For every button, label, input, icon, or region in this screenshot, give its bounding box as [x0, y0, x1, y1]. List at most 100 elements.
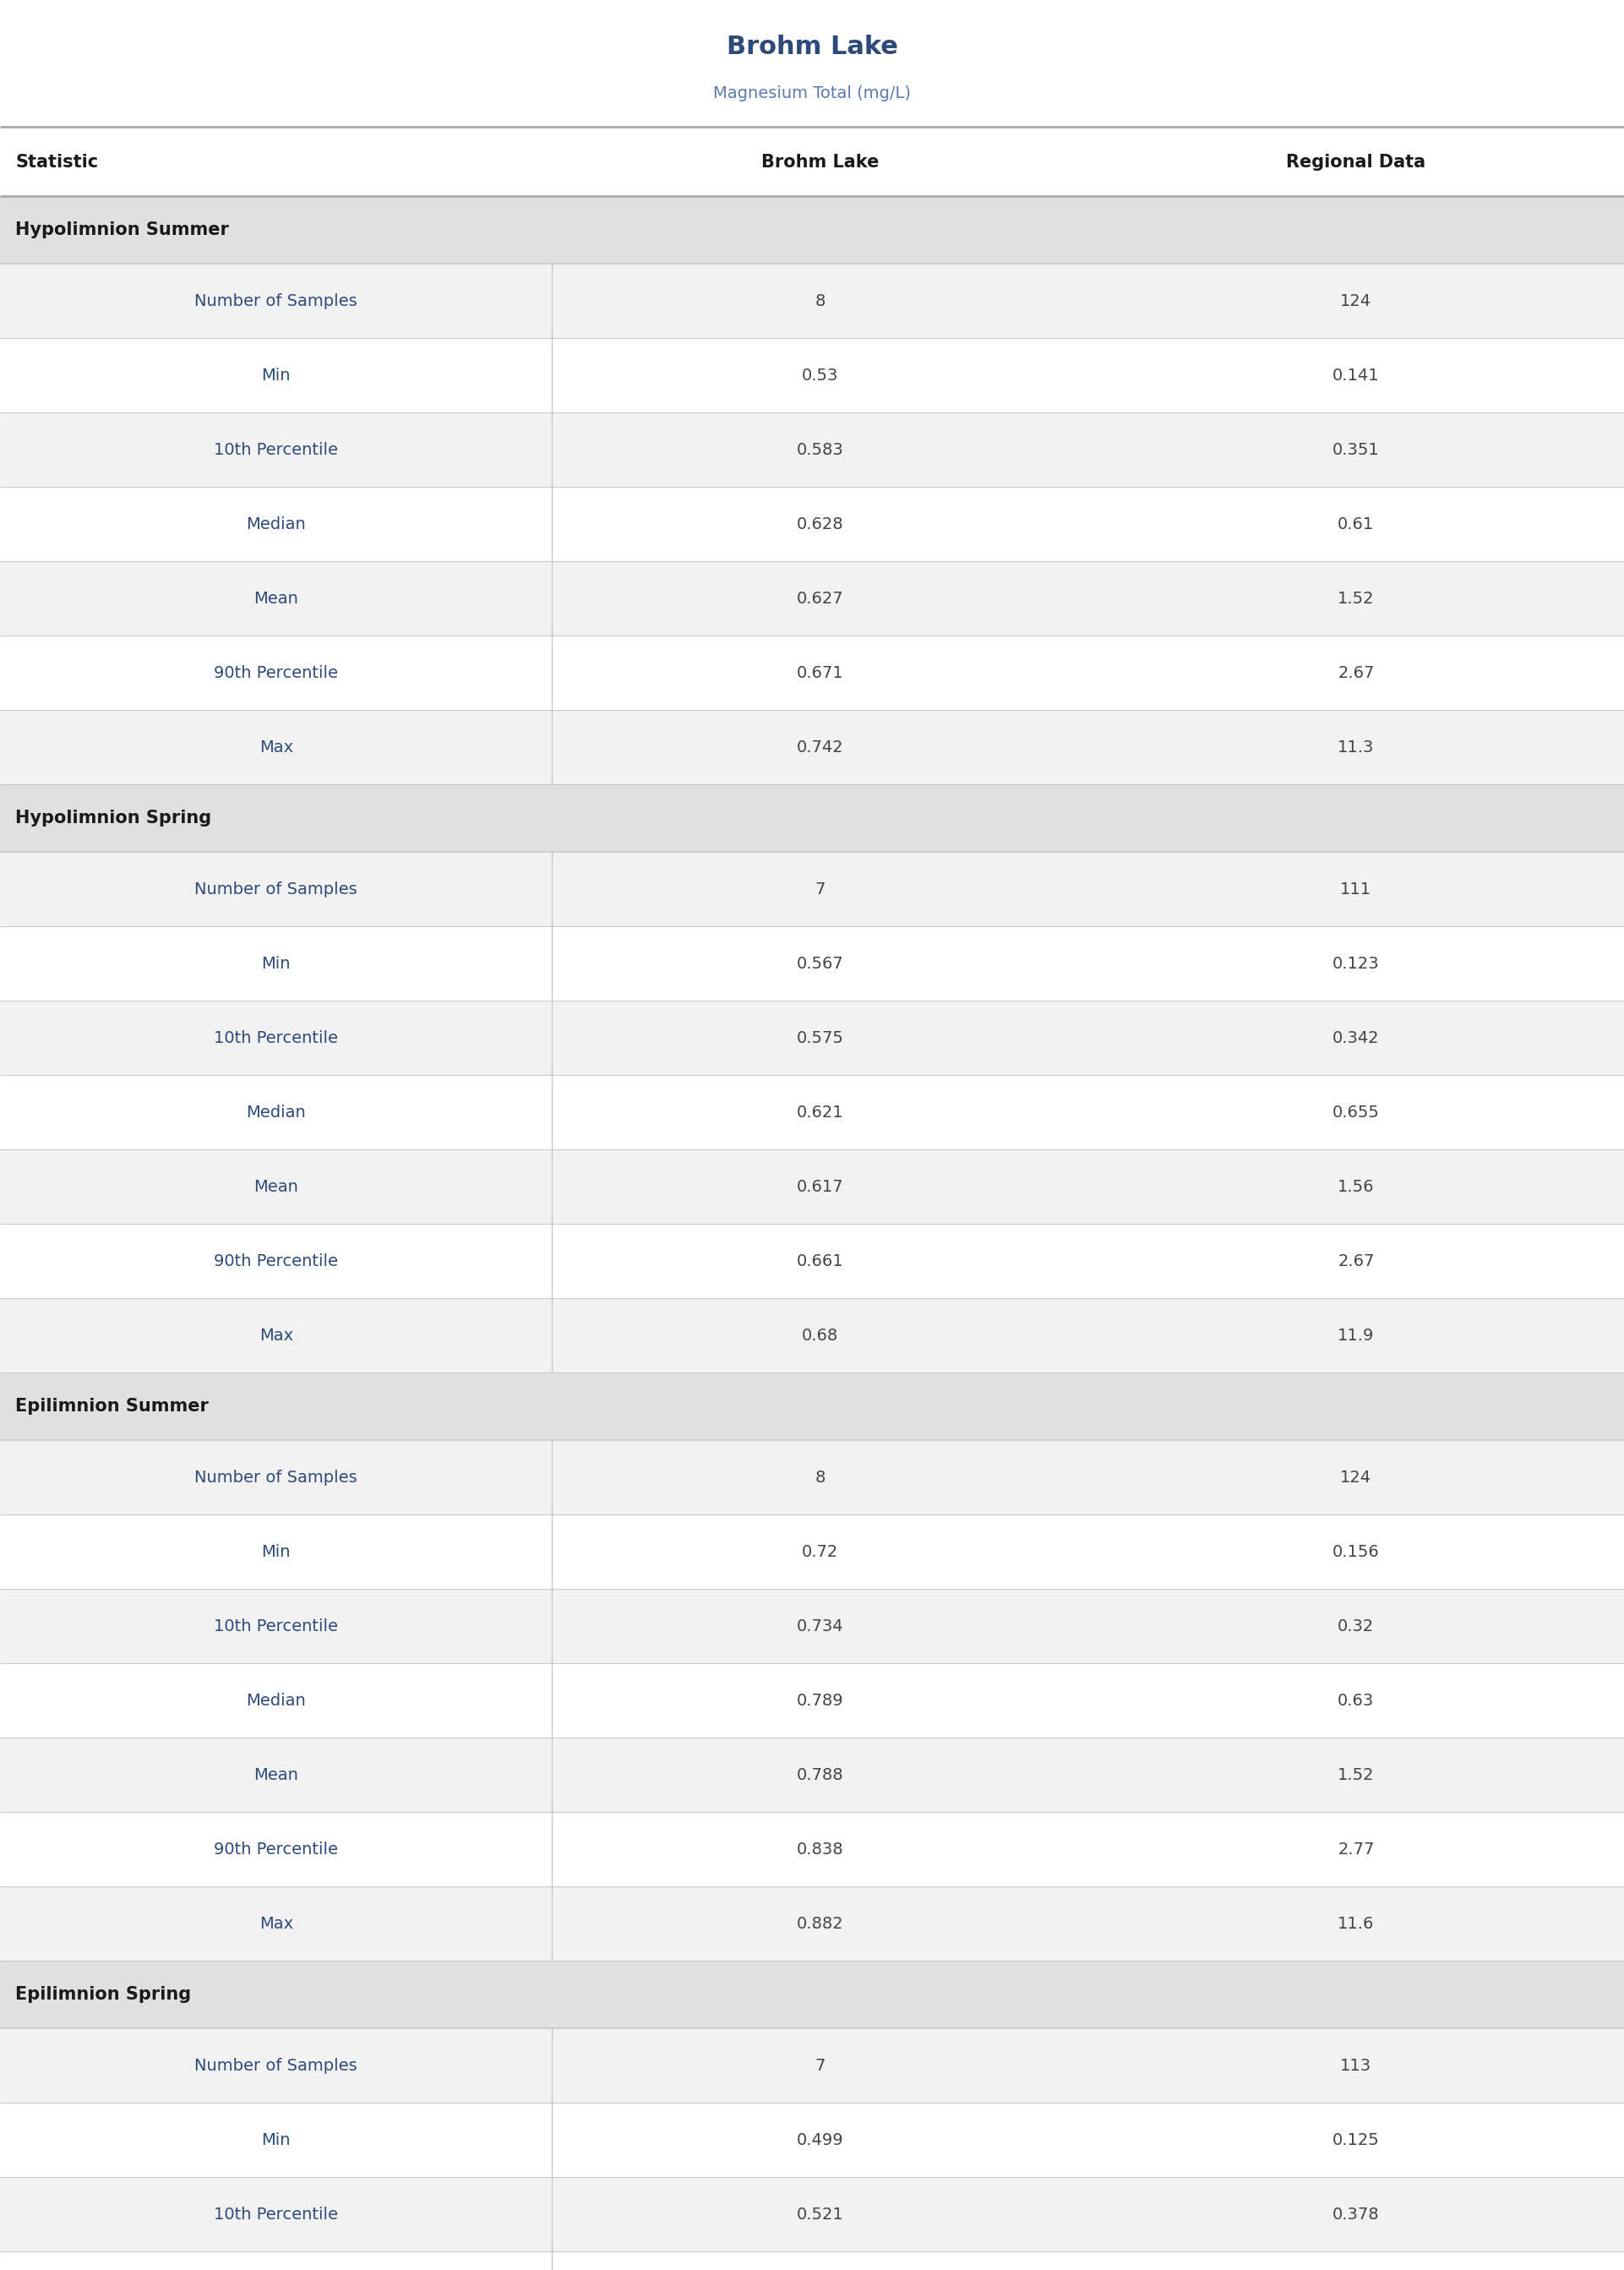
Text: 10th Percentile: 10th Percentile — [214, 443, 338, 459]
Text: Median: Median — [247, 1693, 305, 1709]
Text: 0.567: 0.567 — [796, 956, 844, 972]
Text: 1.52: 1.52 — [1338, 590, 1374, 606]
Bar — [0, 129, 1624, 195]
Bar — [0, 1514, 1624, 1589]
Text: 0.72: 0.72 — [802, 1544, 838, 1559]
Bar — [0, 263, 1624, 338]
Text: Max: Max — [260, 740, 292, 756]
Bar — [0, 195, 1624, 263]
Bar — [0, 1664, 1624, 1737]
Text: 124: 124 — [1340, 293, 1372, 309]
Text: 0.583: 0.583 — [796, 443, 844, 459]
Text: 7: 7 — [815, 2057, 825, 2073]
Text: 0.621: 0.621 — [797, 1103, 843, 1119]
Bar — [0, 2177, 1624, 2252]
Text: 0.671: 0.671 — [797, 665, 843, 681]
Text: 2.77: 2.77 — [1338, 1841, 1374, 1857]
Bar — [0, 2102, 1624, 2177]
Text: 0.627: 0.627 — [797, 590, 843, 606]
Bar — [0, 338, 1624, 413]
Text: Number of Samples: Number of Samples — [195, 1469, 357, 1485]
Text: 10th Percentile: 10th Percentile — [214, 1031, 338, 1046]
Text: 8: 8 — [815, 1469, 825, 1485]
Text: 11.9: 11.9 — [1338, 1328, 1374, 1344]
Bar — [0, 711, 1624, 783]
Text: Min: Min — [261, 1544, 291, 1559]
Bar — [0, 1373, 1624, 1439]
Text: Max: Max — [260, 1916, 292, 1932]
Text: Statistic: Statistic — [15, 154, 97, 170]
Text: Number of Samples: Number of Samples — [195, 881, 357, 897]
Text: 0.655: 0.655 — [1332, 1103, 1380, 1119]
Bar — [0, 561, 1624, 636]
Text: 0.742: 0.742 — [797, 740, 843, 756]
Text: Median: Median — [247, 1103, 305, 1119]
Text: 2.67: 2.67 — [1338, 665, 1374, 681]
Bar — [0, 1224, 1624, 1298]
Bar — [0, 1961, 1624, 2029]
Text: Number of Samples: Number of Samples — [195, 293, 357, 309]
Text: 11.6: 11.6 — [1338, 1916, 1374, 1932]
Bar — [0, 783, 1624, 851]
Text: 0.788: 0.788 — [797, 1766, 843, 1782]
Text: 0.61: 0.61 — [1338, 515, 1374, 531]
Bar — [0, 1886, 1624, 1961]
Bar — [0, 413, 1624, 486]
Text: 0.68: 0.68 — [802, 1328, 838, 1344]
Text: Min: Min — [261, 2132, 291, 2147]
Text: Mean: Mean — [253, 1766, 299, 1782]
Text: 0.838: 0.838 — [797, 1841, 843, 1857]
Text: 0.351: 0.351 — [1332, 443, 1380, 459]
Text: 7: 7 — [815, 881, 825, 897]
Text: Min: Min — [261, 368, 291, 384]
Text: 0.521: 0.521 — [796, 2206, 844, 2222]
Text: 0.123: 0.123 — [1333, 956, 1379, 972]
Text: 0.628: 0.628 — [797, 515, 843, 531]
Text: 0.882: 0.882 — [797, 1916, 843, 1932]
Text: Hypolimnion Spring: Hypolimnion Spring — [15, 810, 211, 826]
Text: 0.53: 0.53 — [802, 368, 838, 384]
Text: 111: 111 — [1340, 881, 1372, 897]
Bar — [0, 1149, 1624, 1224]
Text: 90th Percentile: 90th Percentile — [214, 1841, 338, 1857]
Text: Number of Samples: Number of Samples — [195, 2057, 357, 2073]
Text: 0.125: 0.125 — [1332, 2132, 1380, 2147]
Text: 0.156: 0.156 — [1332, 1544, 1380, 1559]
Text: 2.67: 2.67 — [1338, 1253, 1374, 1269]
Bar — [0, 1737, 1624, 1811]
Text: Epilimnion Spring: Epilimnion Spring — [15, 1986, 192, 2002]
Text: 0.734: 0.734 — [797, 1619, 843, 1634]
Text: Magnesium Total (mg/L): Magnesium Total (mg/L) — [713, 84, 911, 100]
Bar — [0, 851, 1624, 926]
Text: 10th Percentile: 10th Percentile — [214, 1619, 338, 1634]
Text: Brohm Lake: Brohm Lake — [726, 34, 898, 59]
Bar — [0, 1589, 1624, 1664]
Bar — [0, 1439, 1624, 1514]
Text: 124: 124 — [1340, 1469, 1372, 1485]
Text: Epilimnion Summer: Epilimnion Summer — [15, 1398, 208, 1414]
Bar — [0, 1076, 1624, 1149]
Bar — [0, 1811, 1624, 1886]
Text: 0.63: 0.63 — [1338, 1693, 1374, 1709]
Text: 1.52: 1.52 — [1338, 1766, 1374, 1782]
Text: 0.378: 0.378 — [1333, 2206, 1379, 2222]
Text: Min: Min — [261, 956, 291, 972]
Text: Brohm Lake: Brohm Lake — [762, 154, 879, 170]
Text: Max: Max — [260, 1328, 292, 1344]
Bar — [0, 1298, 1624, 1373]
Text: 0.575: 0.575 — [796, 1031, 844, 1046]
Text: 90th Percentile: 90th Percentile — [214, 665, 338, 681]
Bar — [0, 1001, 1624, 1076]
Text: 0.789: 0.789 — [797, 1693, 843, 1709]
Text: 8: 8 — [815, 293, 825, 309]
Text: 0.342: 0.342 — [1333, 1031, 1379, 1046]
Text: 0.141: 0.141 — [1333, 368, 1379, 384]
Text: 10th Percentile: 10th Percentile — [214, 2206, 338, 2222]
Text: 0.661: 0.661 — [797, 1253, 843, 1269]
Text: 0.32: 0.32 — [1338, 1619, 1374, 1634]
Text: 113: 113 — [1340, 2057, 1372, 2073]
Text: 0.499: 0.499 — [797, 2132, 843, 2147]
Text: Mean: Mean — [253, 1178, 299, 1194]
Text: 90th Percentile: 90th Percentile — [214, 1253, 338, 1269]
Text: Regional Data: Regional Data — [1286, 154, 1426, 170]
